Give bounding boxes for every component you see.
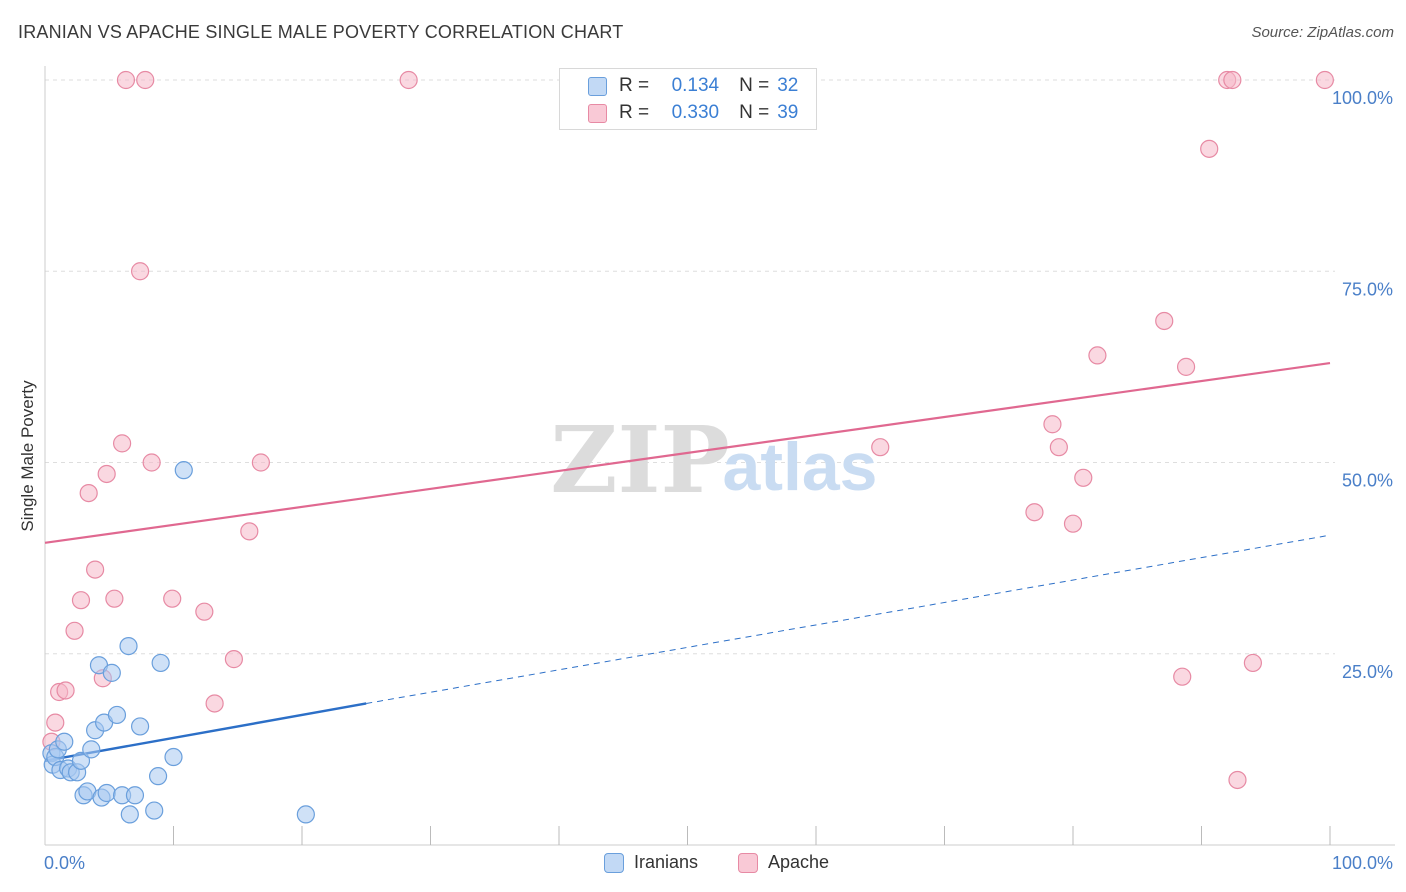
iranians-legend-label: Iranians — [634, 852, 699, 872]
apache-swatch — [588, 103, 607, 123]
y-tick-label-0: 25.0% — [1342, 662, 1393, 682]
apache-point-25 — [1043, 415, 1062, 434]
apache-point-4 — [65, 621, 84, 640]
apache-point-21 — [251, 453, 270, 472]
iranians-trend-extension — [366, 534, 1331, 704]
iranians-point-23 — [125, 786, 145, 805]
legend-item-apache[interactable]: Apache — [738, 852, 829, 873]
apache-point-26 — [1049, 438, 1068, 457]
iranians-legend-swatch — [604, 852, 624, 873]
apache-point-29 — [1088, 346, 1107, 365]
apache-point-23 — [871, 438, 890, 457]
apache-point-11 — [112, 434, 132, 453]
y-tick-label-2: 75.0% — [1342, 279, 1393, 299]
correlation-legend: R = 0.134 N = 32 R = 0.330 N = 39 — [559, 68, 817, 130]
iranians-n-label: N = — [739, 75, 770, 96]
apache-point-15 — [142, 453, 161, 472]
series-legend: Iranians Apache — [0, 852, 1406, 878]
apache-point-27 — [1063, 514, 1083, 533]
iranians-point-12 — [82, 740, 101, 759]
y-tick-label-3: 100.0% — [1332, 88, 1393, 108]
apache-point-5 — [71, 591, 91, 610]
iranians-point-19 — [107, 705, 127, 725]
iranians-point-21 — [119, 636, 138, 656]
apache-point-16 — [163, 589, 182, 608]
apache-point-10 — [105, 589, 124, 608]
apache-point-7 — [86, 560, 105, 579]
apache-point-24 — [1025, 503, 1044, 522]
apache-r-label: R = — [619, 102, 650, 123]
iranians-point-17 — [97, 783, 116, 803]
iranians-point-25 — [145, 801, 164, 820]
iranians-point-28 — [164, 747, 183, 767]
legend-row-iranians: R = 0.134 N = 32 — [588, 74, 798, 98]
apache-point-19 — [224, 650, 243, 669]
x-tick-label-1: 100.0% — [1332, 853, 1393, 873]
apache-point-17 — [195, 602, 214, 621]
iranians-point-9 — [71, 751, 91, 770]
grid-lines — [45, 79, 1335, 655]
apache-point-20 — [240, 522, 259, 541]
iranians-point-18 — [102, 663, 121, 682]
apache-point-14 — [136, 70, 155, 90]
apache-n-label: N = — [739, 102, 770, 123]
chart-title: IRANIAN VS APACHE SINGLE MALE POVERTY CO… — [18, 22, 624, 42]
apache-n-value: 39 — [777, 102, 799, 123]
apache-legend-swatch — [738, 852, 758, 873]
apache-point-35 — [1223, 70, 1242, 90]
iranians-swatch — [588, 76, 607, 96]
watermark-atlas: atlas — [723, 429, 878, 505]
apache-point-33 — [1200, 139, 1219, 158]
iranians-point-27 — [151, 653, 170, 673]
axes — [44, 66, 1395, 846]
iranians-n-value: 32 — [777, 75, 799, 96]
data-points — [42, 70, 1334, 824]
iranians-point-5 — [55, 732, 74, 751]
apache-r-value: 0.330 — [671, 102, 720, 123]
apache-point-30 — [1155, 311, 1174, 331]
legend-row-apache: R = 0.330 N = 39 — [588, 101, 798, 125]
apache-trend-line — [44, 361, 1331, 544]
apache-point-31 — [1173, 667, 1192, 686]
apache-point-28 — [1074, 468, 1093, 487]
iranians-point-26 — [148, 767, 168, 786]
iranians-point-29 — [174, 461, 193, 480]
x-tick-label-0: 0.0% — [44, 853, 85, 873]
apache-point-36 — [1228, 770, 1247, 790]
tick-labels: 25.0% 50.0% 75.0% 100.0% 0.0% 100.0% — [44, 88, 1393, 873]
apache-point-37 — [1243, 653, 1263, 673]
y-axis-label: Single Male Poverty — [18, 380, 37, 532]
apache-point-12 — [116, 70, 136, 90]
iranians-point-30 — [296, 805, 315, 824]
apache-point-9 — [97, 464, 116, 484]
apache-point-3 — [56, 681, 75, 700]
y-tick-label-1: 50.0% — [1342, 471, 1393, 491]
iranians-point-22 — [120, 805, 139, 824]
source-label: Source: ZipAtlas.com — [1251, 24, 1394, 41]
iranians-point-24 — [130, 717, 150, 736]
apache-point-13 — [130, 262, 150, 281]
apache-point-6 — [79, 484, 98, 503]
apache-point-1 — [46, 713, 65, 732]
apache-point-18 — [205, 694, 224, 713]
apache-legend-label: Apache — [768, 852, 830, 872]
apache-point-32 — [1176, 357, 1196, 376]
iranians-r-label: R = — [619, 75, 650, 96]
iranians-r-value: 0.134 — [671, 75, 720, 96]
legend-item-iranians[interactable]: Iranians — [604, 852, 698, 873]
apache-point-22 — [399, 70, 418, 90]
apache-point-38 — [1315, 70, 1334, 90]
watermark: ZIP atlas — [550, 406, 877, 514]
